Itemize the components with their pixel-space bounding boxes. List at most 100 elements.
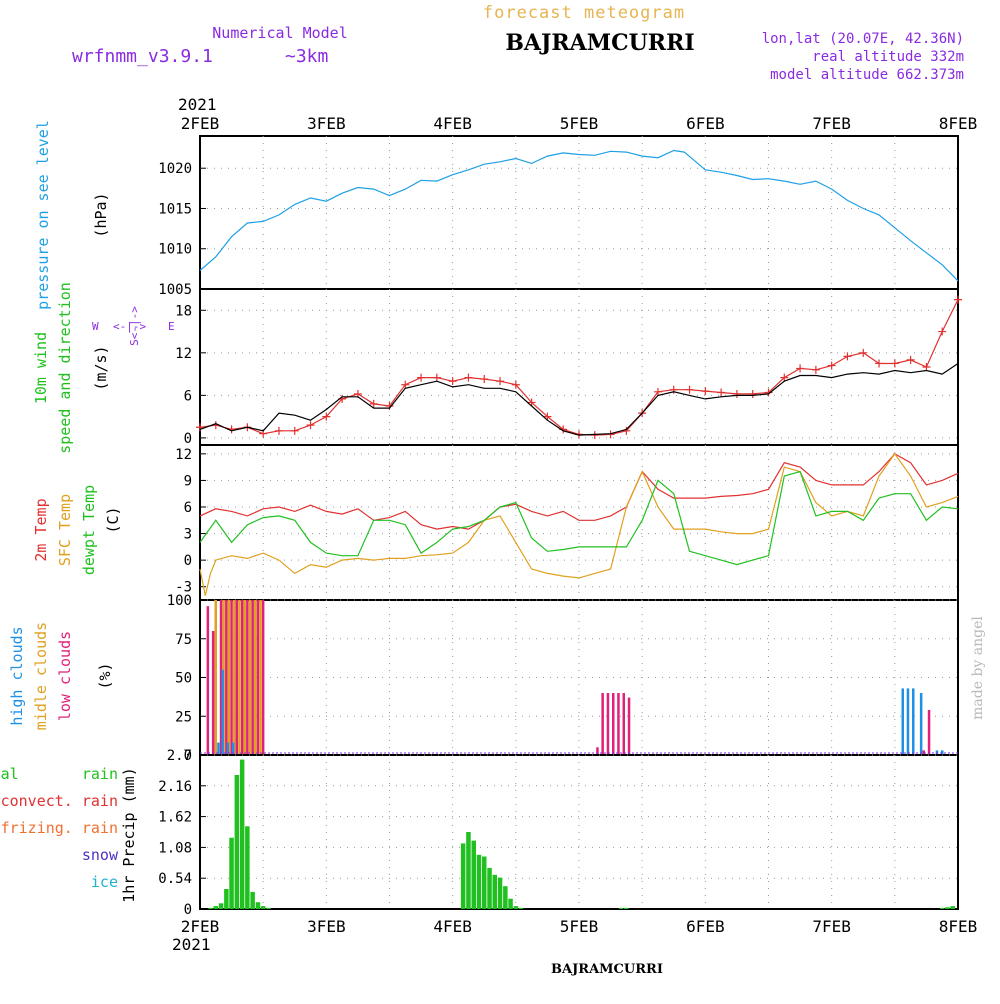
total_rain-bar bbox=[624, 907, 629, 909]
gust-marker bbox=[322, 412, 331, 421]
y-tick-label: 0 bbox=[184, 553, 192, 569]
top-year-label: 2021 bbox=[178, 95, 217, 114]
mid_cloud-bar bbox=[248, 600, 252, 755]
gust-marker bbox=[274, 426, 283, 435]
real-altitude: real altitude 332m bbox=[812, 49, 964, 65]
gust-marker bbox=[890, 359, 899, 368]
gust-marker bbox=[875, 359, 884, 368]
gust-marker bbox=[401, 380, 410, 389]
gust-marker bbox=[843, 352, 852, 361]
pressure-frame bbox=[199, 135, 959, 290]
total_rain-bar bbox=[266, 907, 271, 909]
top-tick-label: 5FEB bbox=[560, 114, 599, 133]
precip-ylabel-2: convect. rain bbox=[1, 792, 118, 810]
gust-marker bbox=[859, 348, 868, 357]
y-tick-label: 1015 bbox=[158, 201, 192, 217]
total_rain-bar bbox=[466, 832, 471, 909]
high_cloud-bar bbox=[919, 693, 923, 755]
total_rain-bar bbox=[518, 907, 524, 909]
total_rain-bar bbox=[513, 906, 519, 909]
meteogram-title: forecast meteogram bbox=[483, 3, 685, 23]
low_cloud-bar bbox=[211, 631, 215, 755]
precip-ylabel-4: snow bbox=[82, 846, 119, 864]
total_rain-bar bbox=[950, 906, 955, 909]
top-tick-label: 8FEB bbox=[939, 114, 978, 133]
wind-ylabel-1: 10m wind bbox=[32, 332, 50, 404]
gust-marker bbox=[954, 295, 962, 304]
temp-ylabel-2: SFC Temp bbox=[56, 494, 74, 566]
low_cloud-bar bbox=[922, 750, 925, 755]
low_cloud-bar bbox=[251, 600, 254, 755]
footer-station: BAJRAMCURRI bbox=[551, 962, 663, 977]
y-tick-label: 0 bbox=[184, 431, 192, 447]
low_cloud-bar bbox=[927, 710, 931, 755]
total_rain-bar bbox=[260, 906, 266, 909]
y-tick-label: 25 bbox=[175, 709, 192, 725]
wind-ylabel-2: speed and direction bbox=[56, 282, 74, 454]
mid_cloud-bar bbox=[259, 600, 262, 755]
top-tick-label: 6FEB bbox=[686, 114, 725, 133]
total_rain-bar bbox=[208, 907, 213, 909]
total_rain-bar bbox=[487, 867, 492, 909]
compass-w-label: W bbox=[92, 320, 99, 333]
y-tick-label: 6 bbox=[184, 388, 192, 404]
model-resolution: ~3km bbox=[285, 46, 328, 67]
y-tick-label: 1020 bbox=[158, 161, 192, 177]
total_rain-bar bbox=[945, 907, 950, 909]
total_rain-bar bbox=[239, 759, 245, 909]
low_cloud-bar bbox=[240, 600, 244, 755]
pressure-unit: (hPa) bbox=[92, 192, 110, 237]
gust-marker bbox=[464, 373, 473, 382]
total_rain-bar bbox=[234, 775, 240, 909]
low_cloud-bar bbox=[206, 606, 210, 755]
gust-marker bbox=[306, 421, 315, 430]
gust-marker bbox=[511, 380, 520, 389]
pressure-ylabel: pressure on see level bbox=[34, 120, 52, 310]
temp-unit: (C) bbox=[104, 506, 122, 533]
bottom-year-label: 2021 bbox=[172, 935, 211, 954]
temp-ylabel-3: dewpt Temp bbox=[80, 485, 98, 575]
gust-marker bbox=[290, 426, 299, 435]
high_cloud-bar bbox=[941, 750, 944, 755]
pressure-panel: 1005 1010 1015 1020 bbox=[158, 135, 959, 298]
gust-marker bbox=[496, 377, 505, 386]
gust-marker bbox=[938, 327, 947, 336]
total_rain-bar bbox=[618, 907, 624, 909]
bottom-time-axis: 2FEB 3FEB 4FEB 5FEB 6FEB 7FEB 8FEB bbox=[181, 917, 978, 936]
precip-ylabel-3: frizing. rain bbox=[1, 819, 118, 837]
sfc-line bbox=[199, 452, 959, 596]
y-tick-label: 6 bbox=[184, 500, 192, 516]
total_rain-bar bbox=[250, 891, 255, 909]
credit-label: made by angel bbox=[970, 616, 986, 720]
y-tick-label: 75 bbox=[175, 632, 192, 648]
low_cloud-bar bbox=[219, 600, 223, 755]
precip-ylabel-5: ice bbox=[91, 873, 118, 891]
bottom-tick-label: 5FEB bbox=[560, 917, 599, 936]
precip-panel: 0 0.54 1.08 1.62 2.16 2.7 bbox=[158, 748, 959, 918]
gust-line bbox=[199, 299, 959, 436]
total_rain-bar bbox=[508, 898, 513, 909]
model-name: wrfnmm_v3.9.1 bbox=[72, 46, 213, 67]
gust-marker bbox=[811, 365, 820, 374]
low_cloud-bar bbox=[627, 697, 631, 755]
total_rain-bar bbox=[255, 902, 261, 909]
gust-marker bbox=[796, 364, 805, 373]
mid_cloud-bar bbox=[238, 600, 241, 755]
gust-marker bbox=[527, 398, 536, 407]
y-tick-label: 18 bbox=[175, 303, 192, 319]
low_cloud-bar bbox=[606, 693, 610, 755]
gust-marker bbox=[369, 399, 378, 408]
low_cloud-bar bbox=[256, 600, 260, 755]
y-tick-label: 50 bbox=[175, 671, 192, 687]
clouds-unit: (%) bbox=[96, 662, 114, 689]
top-tick-label: 7FEB bbox=[812, 114, 851, 133]
gust-marker bbox=[543, 412, 552, 421]
mid_cloud-bar bbox=[227, 600, 231, 755]
gust-marker bbox=[480, 375, 489, 384]
low_cloud-bar bbox=[246, 600, 249, 755]
wind-line bbox=[199, 363, 959, 436]
low_cloud-bar bbox=[612, 693, 615, 755]
high_cloud-bar bbox=[217, 742, 220, 755]
low_cloud-bar bbox=[225, 600, 228, 755]
top-tick-label: 2FEB bbox=[181, 114, 220, 133]
